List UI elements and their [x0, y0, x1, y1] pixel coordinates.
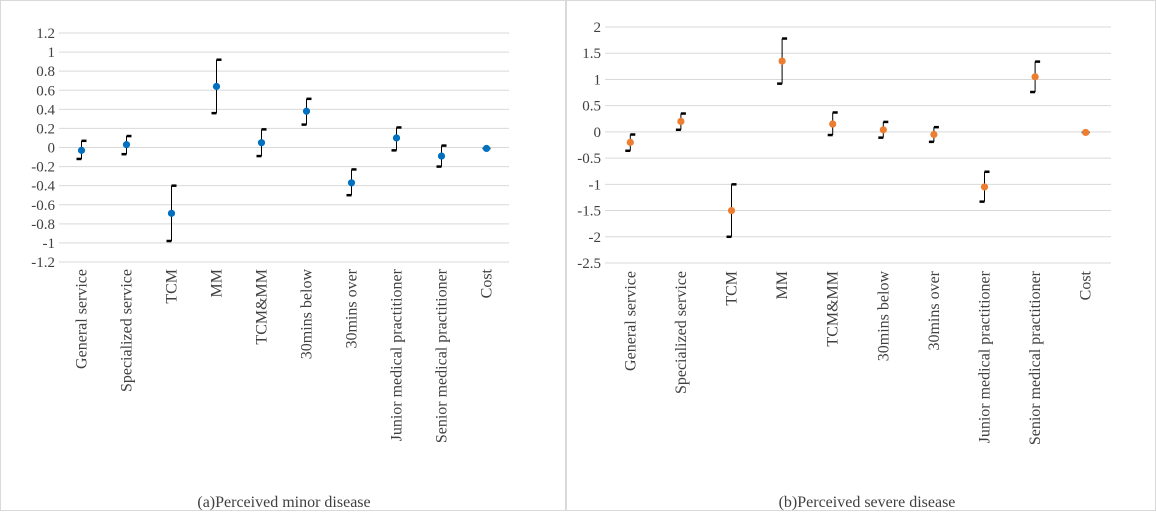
- y-tick-label: -1: [589, 177, 602, 193]
- y-tick-label: -0.8: [31, 217, 55, 233]
- chart-minor-disease: 1.210.80.60.40.20-0.2-0.4-0.6-0.8-1-1.2 …: [31, 26, 509, 511]
- x-category-label: Cost: [479, 268, 496, 298]
- y-tick-label: 0.6: [36, 83, 55, 99]
- chart-panel-minor: 1.2 1 0.8 0.6 0.4 0.2 0 -0.2 -0.4 -0.6 -0.8 -1 -1.2 …: [0, 0, 566, 511]
- y-tick-label: 0.5: [582, 99, 601, 115]
- x-category-label: TCM&MM: [254, 269, 271, 345]
- y-tick-label: -1: [43, 236, 56, 252]
- y-tick-label: 0: [594, 125, 602, 141]
- y-tick-label: -0.4: [31, 179, 55, 195]
- data-point: [879, 126, 887, 134]
- y-tick-label: -0.6: [31, 198, 55, 214]
- x-category-label: MM: [774, 271, 791, 299]
- chart-panel-severe: 2 1.5 1 0.5 0 -0.5 -1 -1.5 -2 -2.5 General servic…: [566, 0, 1156, 511]
- x-category-label: Senior medical practitioner: [434, 268, 451, 443]
- x-category-label: General service: [622, 271, 639, 371]
- data-point: [212, 82, 221, 91]
- data-point: [1031, 73, 1039, 81]
- x-category-label: Specialized service: [673, 271, 690, 394]
- data-point: [778, 57, 786, 65]
- data-point: [980, 183, 989, 191]
- x-category-label: General service: [74, 269, 91, 369]
- y-tick-label: 0: [48, 141, 56, 157]
- data-point: [727, 206, 736, 215]
- y-tick-label: 1.5: [582, 46, 601, 62]
- x-category-label: Senior medical practitioner: [1027, 270, 1044, 445]
- x-category-label: TCM: [164, 269, 181, 304]
- y-tick-label: -1.5: [577, 204, 601, 220]
- y-tick-label: 0.8: [36, 64, 55, 80]
- data-point: [930, 130, 938, 139]
- y-tick-label: -1.2: [31, 255, 55, 271]
- data-point: [626, 138, 634, 146]
- y-tick-label: 1: [48, 45, 56, 61]
- data-point: [302, 107, 311, 115]
- data-point: [392, 134, 401, 142]
- y-tick-label: -0.2: [31, 160, 55, 176]
- data-point: [677, 117, 685, 125]
- data-point: [829, 120, 837, 128]
- y-tick-label: -2: [589, 230, 602, 246]
- x-category-label: Cost: [1078, 270, 1095, 300]
- x-category-label: 30mins over: [344, 268, 361, 348]
- data-point: [437, 152, 446, 160]
- y-tick-label: 0.4: [36, 102, 55, 118]
- data-point: [1082, 128, 1090, 137]
- x-category-label: TCM: [724, 271, 741, 306]
- y-tick-label: -2.5: [577, 256, 601, 272]
- x-category-label: TCM&MM: [825, 271, 842, 347]
- y-tick-label: 2: [594, 20, 602, 36]
- y-tick-label: 1.2: [36, 26, 55, 42]
- chart-caption: (b)Perceived severe disease: [779, 494, 956, 511]
- x-category-label: 30mins below: [875, 271, 892, 362]
- y-tick-label: -0.5: [577, 151, 601, 167]
- data-point: [77, 146, 86, 154]
- x-category-label: Junior medical practitioner: [389, 268, 406, 441]
- x-category-label: 30mins over: [926, 270, 943, 350]
- y-tick-label: 1: [594, 72, 602, 88]
- data-point: [482, 144, 491, 153]
- x-category-label: MM: [209, 269, 226, 297]
- chart-severe-disease: 2 1.5 1 0.5 0 -0.5 -1 -1.5 -2 -2.5 General servic…: [577, 20, 1111, 511]
- data-point: [167, 209, 176, 217]
- x-category-label: Specialized service: [119, 269, 136, 392]
- y-tick-label: 0.2: [36, 121, 55, 137]
- data-point: [122, 141, 131, 149]
- data-point: [347, 179, 356, 187]
- x-category-label: Junior medical practitioner: [977, 270, 994, 443]
- chart-caption: (a)Perceived minor disease: [197, 494, 370, 511]
- x-category-label: 30mins below: [299, 269, 316, 360]
- data-point: [257, 139, 266, 147]
